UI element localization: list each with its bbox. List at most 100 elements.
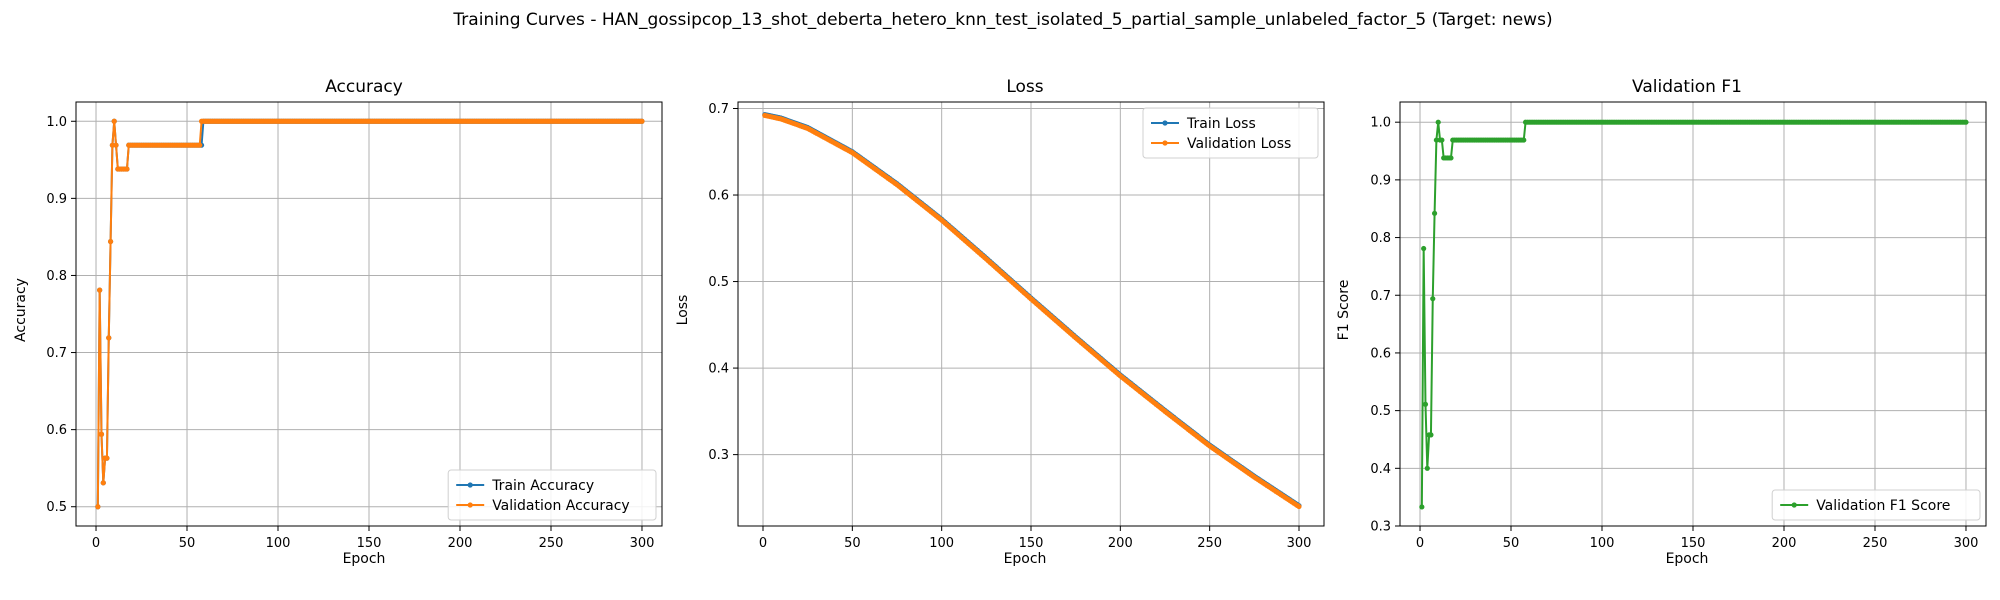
accuracy-series-1-point-2	[98, 431, 105, 437]
loss-x-axis-label: Epoch	[1004, 551, 1047, 567]
accuracy-series-1-point-10	[113, 142, 119, 148]
loss-y-tick-label-4: 0.7	[708, 102, 729, 117]
f1-series-0-point-299	[1963, 119, 1969, 125]
f1-x-tick-label-3: 150	[1681, 536, 1706, 551]
f1-series-0-point-56	[1521, 137, 1527, 143]
loss-series-line-1	[764, 114, 1300, 508]
loss-series-1-point-299	[1296, 503, 1302, 510]
f1-chart-title: Validation F1	[1632, 77, 1742, 97]
accuracy-y-tick-label-2: 0.7	[46, 346, 67, 361]
accuracy-x-tick-label-3: 150	[357, 536, 382, 551]
loss-legend-label-1: Validation Loss	[1187, 136, 1291, 152]
f1-series-0-point-16	[1448, 155, 1454, 161]
f1-series-0-point-0	[1419, 504, 1425, 510]
loss-x-tick-label-5: 250	[1197, 536, 1222, 551]
accuracy-legend-label-1: Validation Accuracy	[492, 498, 630, 514]
accuracy-x-axis-label: Epoch	[343, 551, 386, 567]
f1-legend-box	[1771, 489, 1981, 521]
f1-y-tick-label-6: 0.9	[1370, 173, 1391, 188]
f1-x-tick-label-2: 100	[1590, 536, 1615, 551]
accuracy-x-tick-label-1: 50	[179, 536, 196, 551]
accuracy-series-1-point-0	[95, 504, 101, 510]
f1-series-0-point-7	[1431, 210, 1438, 216]
f1-x-tick-label-0: 0	[1416, 536, 1424, 551]
f1-y-tick-label-5: 0.8	[1370, 231, 1391, 246]
accuracy-series-1-point-1	[97, 287, 103, 293]
f1-y-tick-label-0: 0.3	[1370, 520, 1391, 535]
accuracy-legend-swatch-marker-0	[467, 482, 473, 488]
loss-legend-swatch-marker-1	[1162, 140, 1168, 146]
accuracy-series-1-point-8	[109, 142, 115, 148]
f1-x-tick-label-5: 250	[1863, 536, 1888, 551]
accuracy-y-tick-label-3: 0.8	[46, 269, 67, 284]
f1-y-tick-label-1: 0.4	[1370, 462, 1391, 477]
loss-legend-swatch-marker-0	[1162, 120, 1168, 126]
loss-x-tick-label-6: 300	[1287, 536, 1312, 551]
loss-y-axis-label: Loss	[675, 295, 691, 326]
loss-chart-title: Loss	[1006, 77, 1043, 97]
accuracy-series-1-point-9	[111, 118, 117, 124]
loss-y-tick-label-2: 0.5	[708, 275, 729, 290]
accuracy-series-1-point-6	[106, 335, 112, 341]
f1-series-0-point-1	[1421, 245, 1427, 252]
accuracy-x-tick-label-5: 250	[539, 536, 564, 551]
f1-legend: Validation F1 Score	[1771, 489, 1981, 521]
f1-series-0-point-3	[1424, 465, 1430, 471]
loss-y-tick-label-3: 0.6	[708, 189, 729, 204]
loss-series-line-0	[764, 113, 1300, 507]
accuracy-y-tick-label-5: 1.0	[46, 115, 67, 130]
loss-y-tick-label-1: 0.4	[708, 362, 729, 377]
f1-y-tick-label-4: 0.7	[1370, 289, 1391, 304]
accuracy-series-line-0	[96, 120, 642, 507]
validation-f1-panel: Validation F1 Epoch F1 Score 0 50 100 150 20…	[1336, 77, 1987, 567]
accuracy-y-tick-label-0: 0.5	[46, 500, 67, 515]
accuracy-series-1-point-299	[639, 118, 645, 124]
figure-title: Training Curves - HAN_gossipcop_13_shot_…	[452, 10, 1552, 30]
loss-y-tick-label-0: 0.3	[708, 448, 729, 463]
accuracy-series-1-point-7	[107, 238, 114, 245]
f1-x-tick-label-6: 300	[1954, 536, 1979, 551]
accuracy-x-tick-label-2: 100	[266, 536, 291, 551]
f1-series-0-point-8	[1433, 137, 1439, 143]
f1-series-0-point-5	[1428, 432, 1434, 438]
accuracy-legend-label-0: Train Accuracy	[491, 478, 594, 494]
f1-legend-swatch-marker-0	[1791, 502, 1797, 508]
f1-x-tick-label-4: 200	[1772, 536, 1797, 551]
f1-legend-label-0: Validation F1 Score	[1816, 498, 1950, 514]
accuracy-x-tick-label-4: 200	[448, 536, 473, 551]
accuracy-series-1-point-16	[124, 166, 130, 172]
accuracy-legend: Train Accuracy Validation Accuracy	[447, 469, 657, 521]
accuracy-y-tick-label-4: 0.9	[46, 192, 67, 207]
f1-x-axis-label: Epoch	[1666, 551, 1709, 567]
loss-x-tick-label-1: 50	[844, 536, 861, 551]
accuracy-x-tick-label-0: 0	[92, 536, 100, 551]
accuracy-series-1-point-3	[100, 480, 106, 486]
loss-x-tick-label-0: 0	[759, 536, 767, 551]
f1-y-tick-label-2: 0.5	[1370, 404, 1391, 419]
accuracy-series-1-point-56	[197, 142, 203, 148]
accuracy-y-axis-label: Accuracy	[13, 278, 29, 342]
accuracy-y-tick-label-1: 0.6	[46, 423, 67, 438]
accuracy-x-tick-label-6: 300	[630, 536, 655, 551]
loss-legend-label-0: Train Loss	[1186, 116, 1256, 132]
loss-x-tick-label-4: 200	[1108, 536, 1133, 551]
loss-panel: Loss Epoch Loss 0 50 100 150 200 250 300 0.3 0.4…	[675, 77, 1325, 567]
accuracy-series-line-1	[96, 120, 642, 507]
f1-y-tick-label-7: 1.0	[1370, 116, 1391, 131]
loss-legend-box	[1142, 107, 1319, 159]
accuracy-series-1-point-5	[104, 455, 110, 461]
accuracy-legend-box	[447, 469, 657, 521]
accuracy-panel: Accuracy Epoch Accuracy 0 50 100 150 200 250 3…	[13, 77, 663, 567]
f1-series-0-point-6	[1430, 296, 1436, 302]
f1-series-0-point-2	[1422, 401, 1429, 407]
f1-x-tick-label-1: 50	[1503, 536, 1520, 551]
f1-series-0-point-11	[1439, 137, 1445, 143]
loss-x-tick-label-2: 100	[929, 536, 954, 551]
loss-x-tick-label-3: 150	[1019, 536, 1044, 551]
loss-legend: Train Loss Validation Loss	[1142, 107, 1319, 159]
f1-series-0-point-9	[1435, 119, 1441, 125]
accuracy-legend-swatch-marker-1	[467, 502, 473, 508]
f1-y-axis-label: F1 Score	[1336, 280, 1352, 341]
accuracy-chart-title: Accuracy	[325, 77, 403, 97]
